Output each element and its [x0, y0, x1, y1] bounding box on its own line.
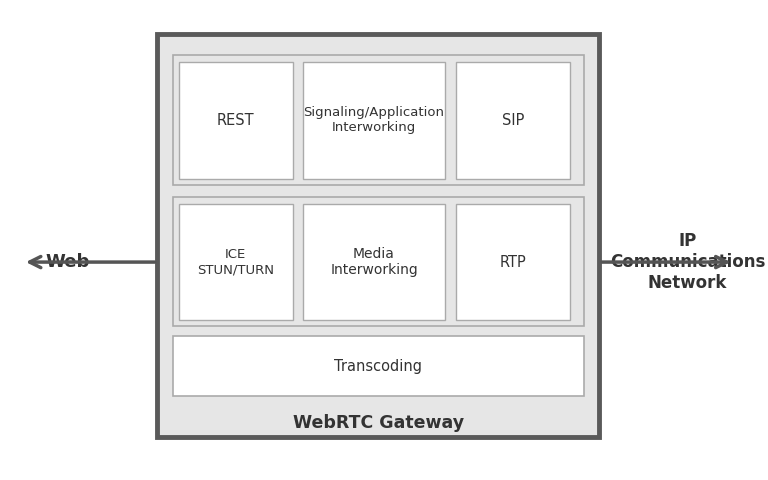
Bar	[157, 34, 599, 437]
Bar	[456, 62, 570, 179]
Bar	[303, 204, 445, 320]
Text: SIP: SIP	[502, 113, 525, 128]
Text: Signaling/Application
Interworking: Signaling/Application Interworking	[303, 107, 445, 134]
Text: REST: REST	[217, 113, 254, 128]
Bar	[173, 55, 584, 185]
Text: WebRTC Gateway: WebRTC Gateway	[293, 414, 464, 432]
Text: IP
Communications
Network: IP Communications Network	[610, 232, 765, 292]
Text: ICE
STUN/TURN: ICE STUN/TURN	[197, 248, 274, 276]
Bar	[179, 62, 293, 179]
Bar	[179, 204, 293, 320]
Text: Media
Interworking: Media Interworking	[330, 247, 418, 277]
Text: RTP: RTP	[500, 254, 526, 270]
Text: Transcoding: Transcoding	[334, 359, 422, 374]
Bar	[456, 204, 570, 320]
Text: Web: Web	[45, 253, 90, 271]
Bar	[173, 336, 584, 396]
Bar	[173, 197, 584, 326]
Bar	[303, 62, 445, 179]
